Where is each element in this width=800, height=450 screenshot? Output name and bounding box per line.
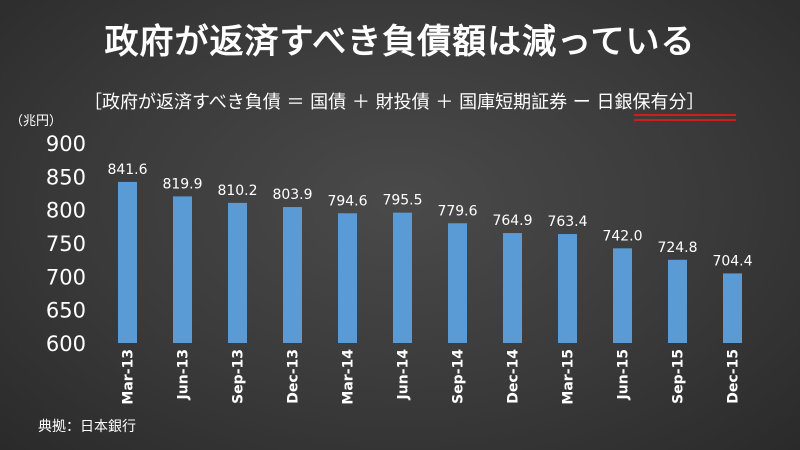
data-label: 795.5 [382,193,422,209]
x-tick-label: Mar-14 [341,349,357,405]
bar [228,202,247,343]
x-tick-label: Mar-13 [121,349,137,405]
data-label: 764.9 [492,213,532,229]
data-label: 779.6 [437,203,477,219]
bar [558,234,577,343]
bar [723,273,742,343]
bar [503,233,522,343]
x-tick-label: Sep-15 [671,349,687,404]
y-tick-label: 700 [46,265,86,289]
data-label: 724.8 [657,240,697,256]
chart-title: 政府が返済すべき負債額は減っている [104,22,696,62]
highlight-underline-2 [634,119,736,121]
data-label: 841.6 [107,162,147,178]
x-tick-label: Jun-15 [616,349,632,400]
y-tick-label: 600 [46,332,86,356]
y-tick-label: 750 [46,232,86,256]
x-tick-label: Mar-15 [561,349,577,405]
bar [118,181,137,343]
data-label: 819.9 [162,176,202,192]
y-tick-label: 650 [46,299,86,323]
bar [668,259,687,343]
highlight-underline-1 [634,114,736,116]
x-tick-label: Dec-13 [286,349,302,404]
bar [173,196,192,343]
subtitle-text: ［政府が返済すべき負債 ＝ 国債 ＋ 財投債 ＋ 国庫短期証券 ー [84,92,597,113]
y-tick-label: 900 [46,132,86,156]
bar [393,212,412,343]
chart-subtitle: ［政府が返済すべき負債 ＝ 国債 ＋ 財投債 ＋ 国庫短期証券 ー 日銀保有分］ [84,88,705,114]
x-tick-label: Jun-14 [396,349,412,401]
bar [283,207,302,343]
x-tick-label: Sep-14 [451,349,467,404]
x-tick-label: Jun-13 [176,349,192,400]
subtitle-close: ］ [686,92,705,113]
data-label: 763.4 [547,214,587,230]
y-tick-label: 800 [46,199,86,223]
x-tick-label: Dec-14 [506,349,522,404]
bar [338,213,357,343]
y-tick-label: 850 [46,165,86,189]
x-tick-label: Sep-13 [231,349,247,404]
data-label: 810.2 [217,183,257,199]
bar [613,248,632,343]
subtitle-highlight: 日銀保有分 [596,92,687,113]
data-label: 742.0 [602,228,642,244]
source-note: 典拠：日本銀行 [38,419,136,435]
y-axis-unit: （兆円） [10,114,63,129]
data-label: 803.9 [272,187,312,203]
x-tick-label: Dec-15 [726,349,742,404]
data-label: 794.6 [327,193,367,209]
data-label: 704.4 [712,253,752,269]
bar [448,223,467,343]
